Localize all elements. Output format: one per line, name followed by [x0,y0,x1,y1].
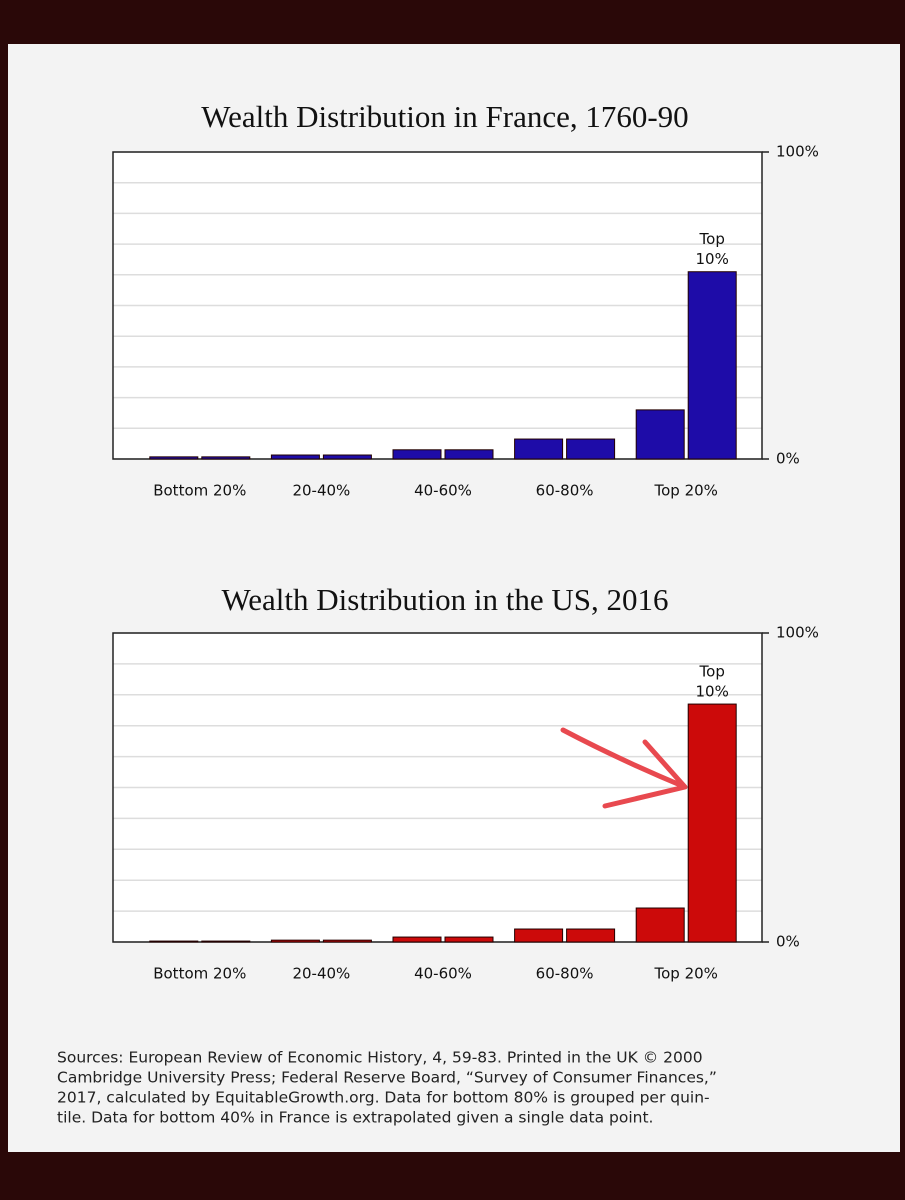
x-tick-label: Top 20% [653,482,717,500]
y-tick-label: 0% [776,933,800,951]
bar [149,940,199,943]
arrow [560,727,688,809]
bar [444,449,494,460]
bar [322,939,372,943]
bar-annotation: 10% [696,683,729,701]
y-tick-label: 100% [776,624,819,642]
bar [687,271,737,460]
x-tick-label: 40-60% [414,482,472,500]
bar [392,936,442,943]
x-tick-label: 60-80% [536,965,594,983]
source-note: tile. Data for bottom 40% in France is e… [57,1109,654,1127]
x-tick-label: Top 20% [653,965,717,983]
x-tick-label: 20-40% [292,482,350,500]
bar-annotation: Top [699,663,725,681]
bar-annotation: Top [699,230,725,248]
bar-annotation: 10% [696,250,729,268]
bar [270,939,320,943]
x-tick-label: 60-80% [536,482,594,500]
x-tick-label: Bottom 20% [153,482,246,500]
bar [566,438,616,460]
bar [566,928,616,943]
x-tick-label: 40-60% [414,965,472,983]
bar [201,456,251,460]
bar [514,438,564,460]
source-note: 2017, calculated by EquitableGrowth.org.… [57,1089,710,1107]
bar [687,703,737,943]
chart-title: Wealth Distribution in the US, 2016 [222,582,669,617]
x-tick-label: 20-40% [292,965,350,983]
x-tick-label: Bottom 20% [153,965,246,983]
bar [514,928,564,943]
bar [149,456,199,460]
bar [392,449,442,460]
chart-title: Wealth Distribution in France, 1760-90 [201,99,688,134]
bar [635,907,685,943]
bar [444,936,494,943]
bar [635,409,685,460]
y-tick-label: 100% [776,143,819,161]
source-note: Sources: European Review of Economic His… [57,1049,703,1067]
source-note: Cambridge University Press; Federal Rese… [57,1069,717,1087]
bar [270,454,320,460]
bar [201,940,251,943]
y-tick-label: 0% [776,450,800,468]
bar [322,454,372,460]
